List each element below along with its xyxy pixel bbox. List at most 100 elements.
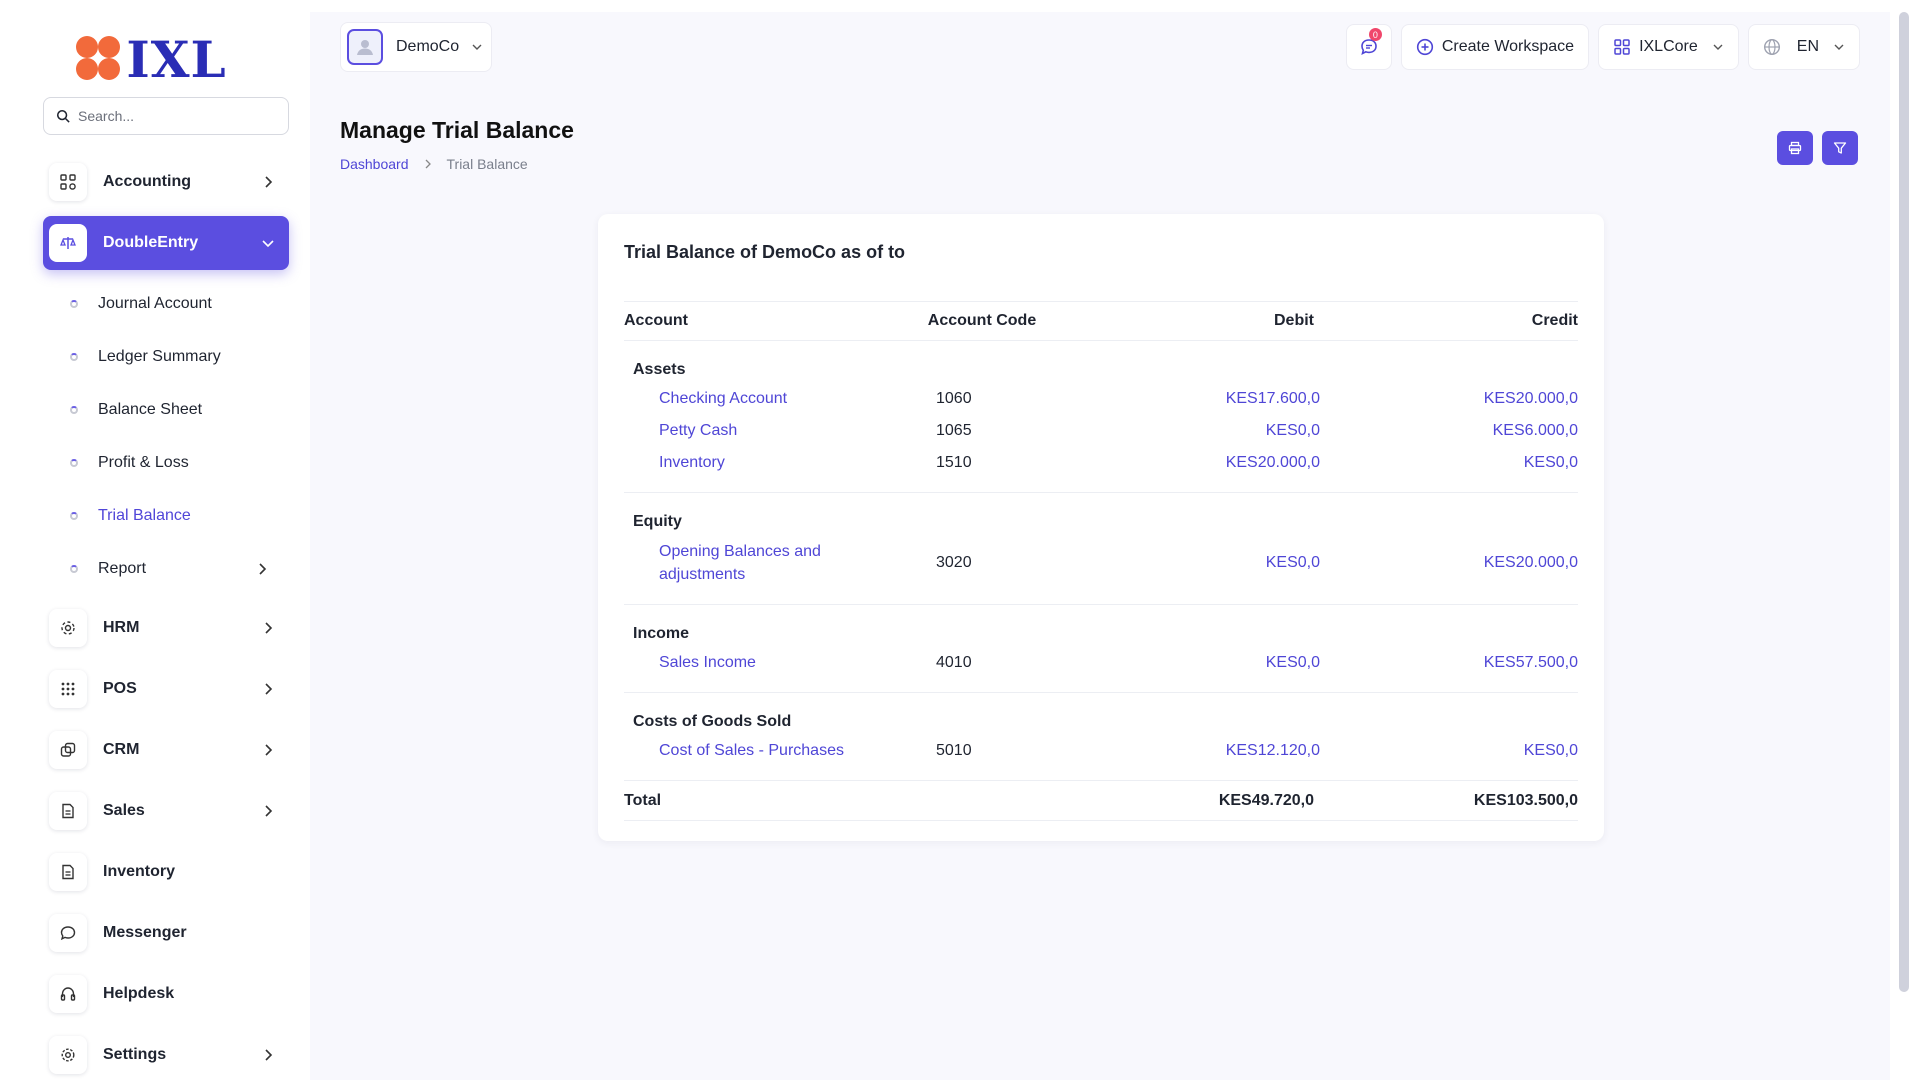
workspace-switcher[interactable]: IXLCore	[1598, 24, 1739, 70]
account-link[interactable]: Checking Account	[659, 389, 788, 407]
bullet-icon	[70, 511, 78, 520]
sidebar-subitem-report[interactable]: Report	[43, 542, 289, 595]
debit-value[interactable]: KES12.120,0	[1225, 741, 1320, 759]
search-icon	[56, 109, 70, 123]
table-row: Sales Income 4010 KES0,0 KES57.500,0	[624, 647, 1578, 679]
bullet-icon	[70, 352, 78, 361]
page-title: Manage Trial Balance	[340, 117, 574, 143]
account-code: 1510	[936, 453, 972, 471]
language-switcher[interactable]: EN	[1747, 24, 1860, 70]
credit-value[interactable]: KES6.000,0	[1492, 421, 1578, 439]
document-icon	[49, 792, 87, 830]
chevron-down-icon	[262, 240, 274, 248]
sidebar-subitem-profit-loss[interactable]: Profit & Loss	[43, 436, 289, 489]
sidebar-subitem-label: Profit & Loss	[98, 453, 189, 471]
file-icon	[49, 853, 87, 891]
account-code: 4010	[936, 653, 972, 671]
sidebar-item-label: Settings	[103, 1046, 167, 1063]
apps-grid-icon	[1614, 39, 1630, 55]
top-actions: 0 Create Workspace IXLCore EN	[1337, 22, 1860, 72]
plus-circle-icon	[1416, 38, 1433, 56]
breadcrumb-dashboard-link[interactable]: Dashboard	[340, 156, 409, 172]
doubleentry-submenu: Journal Account Ledger Summary Balance S…	[43, 277, 290, 595]
table-header-row: Account Account Code Debit Credit	[624, 301, 1578, 341]
sidebar-item-label: HRM	[103, 619, 140, 636]
debit-value[interactable]: KES17.600,0	[1225, 389, 1320, 407]
sidebar-subitem-balance-sheet[interactable]: Balance Sheet	[43, 383, 289, 436]
credit-value[interactable]: KES0,0	[1523, 453, 1578, 471]
sidebar-item-settings[interactable]: Settings	[43, 1028, 289, 1080]
chevron-right-icon	[425, 159, 431, 169]
filter-icon	[1833, 142, 1847, 154]
org-name: DemoCo	[396, 38, 460, 55]
notifications-button[interactable]: 0	[1345, 24, 1392, 70]
credit-value[interactable]: KES20.000,0	[1483, 389, 1578, 407]
account-link[interactable]: Inventory	[659, 453, 725, 471]
print-button[interactable]	[1777, 131, 1813, 165]
globe-icon	[1763, 38, 1780, 56]
sidebar-item-sales[interactable]: Sales	[43, 784, 289, 838]
credit-value[interactable]: KES20.000,0	[1483, 553, 1578, 571]
account-link[interactable]: Petty Cash	[659, 421, 738, 439]
bullet-icon	[70, 458, 78, 467]
sidebar-subitem-trial-balance[interactable]: Trial Balance	[43, 489, 289, 542]
hrm-icon	[49, 609, 87, 647]
credit-value[interactable]: KES57.500,0	[1483, 653, 1578, 671]
trial-balance-card: Trial Balance of DemoCo as of to Account…	[598, 214, 1604, 841]
group-divider	[624, 678, 1578, 693]
filter-button[interactable]	[1822, 131, 1858, 165]
sidebar-item-inventory[interactable]: Inventory	[43, 845, 289, 899]
sidebar: IXL Accounting DoubleEntry	[0, 0, 310, 1080]
account-link[interactable]: Opening Balances and adjustments	[659, 542, 821, 583]
sidebar-item-doubleentry[interactable]: DoubleEntry	[43, 216, 289, 270]
chevron-right-icon	[259, 562, 267, 575]
dots-grid-icon	[49, 670, 87, 708]
sidebar-item-pos[interactable]: POS	[43, 662, 289, 716]
logo-mark-icon	[76, 36, 122, 82]
account-link[interactable]: Cost of Sales - Purchases	[659, 741, 844, 759]
sidebar-subitem-label: Balance Sheet	[98, 400, 203, 418]
account-code: 1065	[936, 421, 972, 439]
chevron-down-icon	[1834, 44, 1844, 50]
sidebar-item-accounting[interactable]: Accounting	[43, 155, 289, 209]
gear-icon	[49, 1036, 87, 1074]
debit-value[interactable]: KES0,0	[1265, 553, 1320, 571]
card-title: Trial Balance of DemoCo as of to	[624, 242, 906, 262]
column-header-code: Account Code	[902, 301, 1062, 341]
page-scrollbar[interactable]	[1899, 12, 1909, 992]
breadcrumb: Dashboard Trial Balance	[340, 156, 528, 172]
chevron-right-icon	[265, 622, 273, 634]
chevron-right-icon	[265, 805, 273, 817]
sidebar-item-label: POS	[103, 680, 137, 697]
user-avatar-icon	[347, 29, 383, 65]
sidebar-subitem-label: Journal Account	[98, 294, 212, 312]
sidebar-item-label: Sales	[103, 802, 145, 819]
sidebar-subitem-label: Report	[98, 559, 147, 577]
bullet-icon	[70, 405, 78, 414]
sidebar-item-hrm[interactable]: HRM	[43, 601, 289, 655]
group-row: Equity	[624, 493, 1578, 535]
sidebar-subitem-ledger-summary[interactable]: Ledger Summary	[43, 330, 289, 383]
debit-value[interactable]: KES0,0	[1265, 653, 1320, 671]
search-input[interactable]	[78, 108, 278, 124]
brand-logo[interactable]: IXL	[43, 0, 290, 100]
sidebar-subitem-journal-account[interactable]: Journal Account	[43, 277, 289, 330]
create-workspace-button[interactable]: Create Workspace	[1400, 24, 1590, 70]
search-box[interactable]	[43, 97, 289, 135]
sidebar-item-helpdesk[interactable]: Helpdesk	[43, 967, 289, 1021]
credit-value[interactable]: KES0,0	[1523, 741, 1578, 759]
account-link[interactable]: Sales Income	[659, 653, 756, 671]
sidebar-item-label: Messenger	[103, 924, 187, 941]
chat-icon	[49, 914, 87, 952]
sidebar-item-crm[interactable]: CRM	[43, 723, 289, 777]
sidebar-item-messenger[interactable]: Messenger	[43, 906, 289, 960]
table-row: Inventory 1510 KES20.000,0 KES0,0	[624, 447, 1578, 479]
debit-value[interactable]: KES20.000,0	[1225, 453, 1320, 471]
sidebar-item-label: DoubleEntry	[103, 234, 199, 251]
org-switcher[interactable]: DemoCo	[340, 22, 492, 72]
scale-icon	[49, 224, 87, 262]
breadcrumb-current: Trial Balance	[446, 156, 528, 172]
workspace-name: IXLCore	[1639, 38, 1698, 55]
debit-value[interactable]: KES0,0	[1265, 421, 1320, 439]
total-code-empty	[902, 780, 1062, 821]
